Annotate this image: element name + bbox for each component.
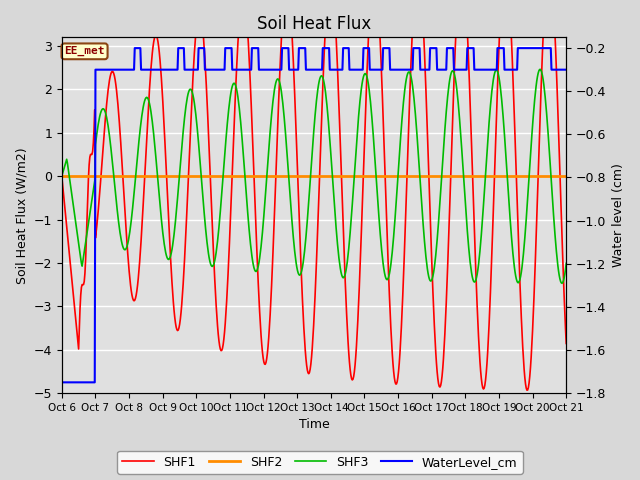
SHF1 bbox=[170, 307, 178, 313]
SHF3 bbox=[67, 185, 75, 191]
WaterLevel_cm bbox=[58, 380, 66, 385]
WaterLevel_cm bbox=[67, 380, 75, 385]
SHF2 bbox=[390, 173, 397, 179]
SHF2 bbox=[563, 173, 570, 179]
Text: EE_met: EE_met bbox=[64, 46, 105, 57]
SHF1 bbox=[375, 12, 383, 18]
WaterLevel_cm bbox=[119, 67, 127, 72]
SHF1 bbox=[58, 173, 66, 179]
WaterLevel_cm bbox=[390, 67, 398, 72]
SHF3 bbox=[375, 214, 383, 219]
SHF3 bbox=[119, 244, 127, 250]
SHF1 bbox=[390, 369, 397, 374]
SHF2 bbox=[375, 173, 383, 179]
SHF2 bbox=[170, 173, 178, 179]
SHF2 bbox=[58, 173, 66, 179]
SHF3 bbox=[170, 232, 178, 238]
Title: Soil Heat Flux: Soil Heat Flux bbox=[257, 15, 371, 33]
Line: WaterLevel_cm: WaterLevel_cm bbox=[62, 48, 566, 383]
SHF1 bbox=[523, 387, 531, 393]
SHF2 bbox=[67, 173, 75, 179]
SHF3 bbox=[558, 280, 566, 286]
Y-axis label: Water level (cm): Water level (cm) bbox=[612, 163, 625, 267]
SHF1 bbox=[67, 267, 75, 273]
WaterLevel_cm bbox=[563, 67, 570, 72]
WaterLevel_cm bbox=[171, 67, 179, 72]
SHF1 bbox=[563, 341, 570, 347]
SHF3 bbox=[58, 173, 66, 179]
WaterLevel_cm bbox=[131, 45, 139, 51]
X-axis label: Time: Time bbox=[299, 419, 330, 432]
Y-axis label: Soil Heat Flux (W/m2): Soil Heat Flux (W/m2) bbox=[15, 147, 28, 284]
Line: SHF3: SHF3 bbox=[62, 69, 566, 283]
SHF3 bbox=[390, 234, 397, 240]
SHF3 bbox=[197, 167, 205, 172]
WaterLevel_cm bbox=[376, 67, 383, 72]
Line: SHF1: SHF1 bbox=[62, 0, 566, 390]
WaterLevel_cm bbox=[198, 45, 205, 51]
SHF1 bbox=[197, 11, 205, 16]
SHF2 bbox=[197, 173, 205, 179]
SHF3 bbox=[563, 261, 570, 266]
SHF3 bbox=[536, 66, 544, 72]
Legend: SHF1, SHF2, SHF3, WaterLevel_cm: SHF1, SHF2, SHF3, WaterLevel_cm bbox=[117, 451, 523, 474]
SHF1 bbox=[119, 173, 127, 179]
SHF2 bbox=[119, 173, 127, 179]
